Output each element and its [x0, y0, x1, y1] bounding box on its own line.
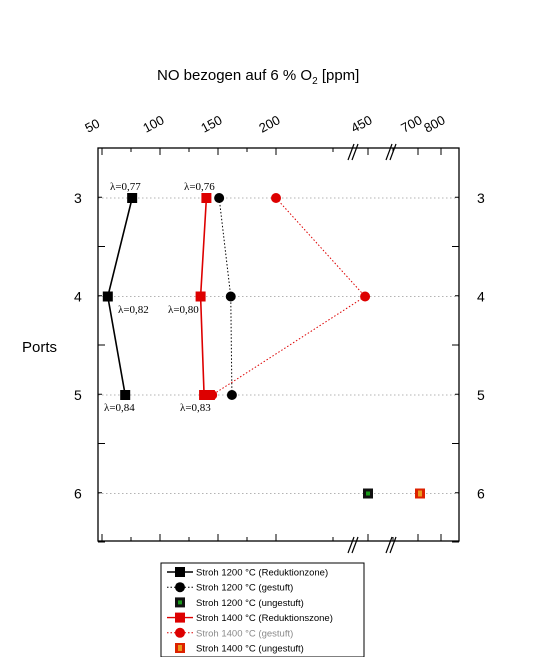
plot-frame [97, 147, 460, 542]
legend-item-4: Stroh 1400 °C (gestuft) [167, 627, 293, 639]
lambda-label: λ=0,77 [110, 181, 141, 193]
data-point-square [195, 291, 206, 302]
data-point-square [175, 612, 185, 623]
legend-item-2: Stroh 1200 °C (ungestuft) [175, 597, 304, 609]
lambda-label: λ=0,83 [180, 402, 211, 414]
data-point-square-inner [418, 490, 422, 497]
chart-title-suffix: [ppm] [318, 67, 360, 84]
x-tick-label: 100 [140, 112, 166, 135]
y-tick-label-left: 4 [74, 289, 82, 305]
legend: Stroh 1200 °C (Reduktionzone) Stroh 1200 … [160, 562, 365, 657]
data-point-square [199, 390, 210, 400]
data-point-circle [360, 291, 371, 302]
data-point-circle [207, 390, 218, 400]
legend-label: Stroh 1400 °C (gestuft) [196, 628, 293, 639]
y-tick-label-right: 4 [477, 289, 485, 305]
data-point-circle [175, 627, 185, 638]
y-tick-label-left: 5 [74, 387, 82, 403]
y-tick-label-right: 6 [477, 486, 485, 502]
x-tick-label: 150 [198, 112, 224, 135]
legend-label: Stroh 1400 °C (Reduktionszone) [196, 613, 333, 624]
legend-box [160, 562, 365, 657]
data-point-square [127, 193, 138, 203]
series-4 [207, 193, 371, 400]
data-point-square [120, 390, 131, 400]
y-tick-label-left: 6 [74, 486, 82, 502]
legend-item-3: Stroh 1400 °C (Reduktionszone) [167, 612, 333, 624]
x-tick-label: 200 [256, 112, 282, 135]
data-point-circle [271, 193, 281, 203]
lambda-label: λ=0,76 [184, 181, 215, 193]
axis-break-mark [385, 143, 393, 161]
data-point-square-inner [366, 491, 370, 496]
legend-item-5: Stroh 1400 °C (ungestuft) [175, 643, 304, 655]
axis-breaks [347, 143, 397, 554]
x-tick-label: 50 [82, 116, 102, 136]
legend-label: Stroh 1200 °C (gestuft) [196, 583, 293, 594]
data-point-circle [175, 582, 185, 593]
legend-label: Stroh 1200 °C (ungestuft) [196, 598, 304, 609]
chart-title: NO bezogen auf 6 % O2 [ppm] [157, 67, 359, 87]
legend-label: Stroh 1200 °C (Reduktionzone) [196, 568, 328, 579]
legend-label: Stroh 1400 °C (ungestuft) [196, 644, 304, 655]
axis-break-mark [347, 143, 355, 161]
data-point-circle [214, 193, 225, 203]
series-1 [214, 193, 237, 400]
legend-item-0: Stroh 1200 °C (Reduktionzone) [167, 567, 328, 579]
axis-break-mark [389, 536, 397, 554]
legend-item-1: Stroh 1200 °C (gestuft) [167, 582, 293, 594]
data-point-circle [226, 390, 237, 400]
grid-lines [98, 197, 459, 494]
data-point-square-inner [178, 645, 182, 651]
series-0 [102, 193, 138, 400]
data-point-square [102, 291, 113, 302]
y-tick-label-right: 5 [477, 387, 485, 403]
lambda-label: λ=0,84 [104, 402, 135, 414]
axis-break-mark [389, 143, 397, 161]
y-axis-label: Ports [22, 339, 57, 356]
data-point-square [175, 567, 185, 577]
lambda-label: λ=0,80 [168, 304, 199, 316]
axis-break-mark [347, 536, 355, 554]
x-tick-label: 700 [398, 112, 424, 135]
data-point-circle [225, 291, 236, 302]
y-tick-label-right: 3 [477, 190, 485, 206]
data-point-square-inner [178, 600, 182, 605]
axis-break-mark [351, 536, 359, 554]
series-layer [102, 193, 425, 499]
data-point-square [201, 193, 212, 203]
x-tick-label: 800 [421, 112, 447, 135]
lambda-label: λ=0,82 [118, 304, 149, 316]
series-2 [363, 488, 373, 499]
lambda-annotations: λ=0,77 λ=0,76 λ=0,82 λ=0,80 λ=0,84 λ=0,83 [104, 181, 215, 414]
axis-break-mark [351, 143, 359, 161]
series-5 [415, 488, 425, 499]
chart-title-subscript: 2 [312, 76, 318, 87]
y-tick-label-left: 3 [74, 190, 82, 206]
series-3 [195, 193, 215, 400]
axis-break-mark [385, 536, 393, 554]
x-tick-label: 450 [348, 112, 374, 135]
